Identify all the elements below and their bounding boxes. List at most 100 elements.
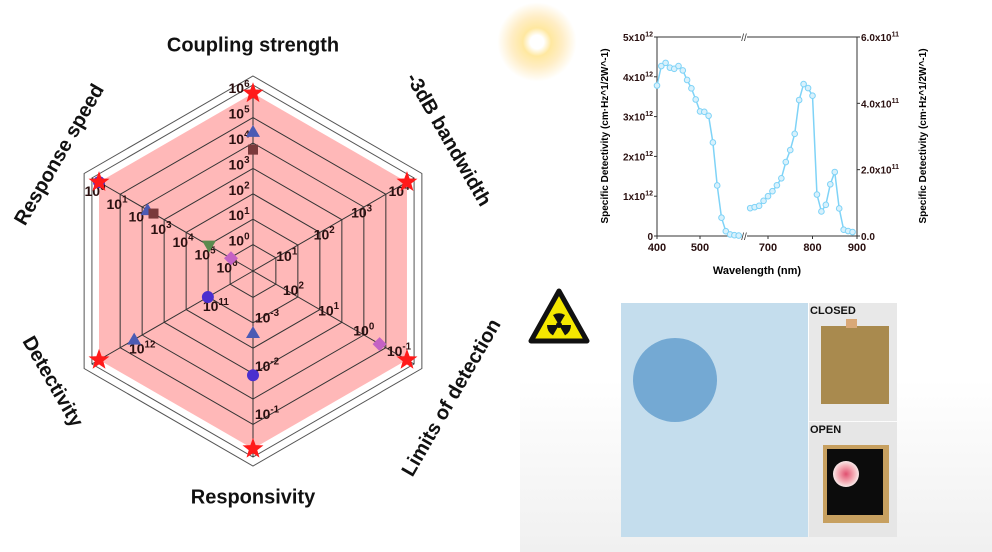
radar-axis-title: Coupling strength <box>166 34 340 57</box>
x-tick-label: 400 <box>648 242 666 254</box>
spectrum-point <box>653 82 661 89</box>
spectrum-point <box>692 96 700 103</box>
radar-tick-label: 104 <box>388 182 410 199</box>
spectrum-point <box>760 197 767 205</box>
radar-tick-label: 103 <box>228 155 250 172</box>
radar-point-star <box>396 348 418 369</box>
radar-point-star <box>242 437 264 458</box>
axis-break-mark: // <box>741 232 747 243</box>
spectrum-point <box>688 85 695 92</box>
x-tick-label: 800 <box>803 242 821 254</box>
spectrum-point <box>662 59 669 67</box>
radar-point-diamond <box>372 337 387 352</box>
radar-point-star <box>396 171 418 191</box>
spectrum-point <box>831 168 839 176</box>
spectrum-point <box>778 174 785 182</box>
spectrum-point <box>791 130 799 138</box>
radar-tick-label: 101 <box>318 301 340 318</box>
spectrum-line-left <box>656 61 739 237</box>
spectrum-point <box>773 181 781 189</box>
spectrum-point <box>722 227 730 235</box>
radar-tick-label: 104 <box>172 233 194 250</box>
y-left-tick-label: 0 <box>647 232 653 243</box>
radar-outer-frame <box>83 75 423 467</box>
film-image <box>621 303 808 537</box>
radar-tick-label: 106 <box>228 79 250 96</box>
spectrum-point <box>849 228 856 236</box>
radar-point-square <box>248 144 258 155</box>
radar-tick-label: 102 <box>314 225 336 242</box>
box-tape <box>846 319 857 328</box>
spectrum-point <box>658 62 665 70</box>
spectrum-point <box>782 158 790 166</box>
closed-box <box>821 326 889 404</box>
radar-tick-label: 100 <box>228 231 250 248</box>
radar-tick-label: 10-1 <box>255 405 280 422</box>
radar-point-triangle <box>246 124 260 137</box>
y-left-axis-label: Specific Detectivity (cm·Hz^1/2W^-1) <box>600 48 611 223</box>
radar-tick-label: 105 <box>228 104 250 121</box>
y-right-tick-label: 4.0x1011 <box>861 98 899 111</box>
exposed-spot <box>633 338 717 422</box>
y-right-tick-label: 2.0x1011 <box>861 164 899 177</box>
x-tick-label: 700 <box>759 242 777 254</box>
spectrum-point <box>822 201 830 209</box>
radar-tick-label: 103 <box>150 220 172 237</box>
radar-tick-label: 10-1 <box>387 342 412 359</box>
spectrum-point <box>795 96 803 104</box>
y-left-tick-label: 2x1012 <box>623 151 653 164</box>
radar-spoke <box>91 270 254 365</box>
spectrum-point <box>679 67 687 74</box>
radar-tick-label: 102 <box>283 281 305 298</box>
axis-break-mark: // <box>741 33 747 44</box>
y-left-tick-label: 1x1012 <box>623 191 653 204</box>
dark-interior <box>827 449 883 515</box>
axis-break-gap <box>741 33 747 41</box>
spectrum-point <box>809 92 816 100</box>
spectrum-chart: // // 400 500 700 800 900 0 1x1012 2x1012 3x1012 4x… <box>600 32 929 278</box>
spectrum-point <box>813 191 821 198</box>
radar-tick-label: 103 <box>351 203 373 220</box>
radar-spoke <box>91 177 254 272</box>
radar-tick-label: 10-2 <box>255 356 280 373</box>
spectrum-point <box>675 62 682 70</box>
radar-tick-label: 101 <box>228 206 250 223</box>
radar-tick-label: 101 <box>276 247 298 264</box>
y-left-tick-label: 4x1012 <box>623 71 653 84</box>
spectrum-point <box>705 112 712 120</box>
radar-axis-title: Responsivity <box>190 486 316 509</box>
spectrum-point <box>718 214 725 221</box>
x-axis-label: Wavelength (nm) <box>713 265 802 277</box>
radar-point-circle <box>201 291 214 304</box>
open-box <box>823 445 889 523</box>
radar-point-star <box>88 171 110 191</box>
spectrum-point <box>769 187 776 195</box>
spectrum-point <box>709 139 717 146</box>
open-photo: OPEN <box>809 422 897 537</box>
open-label: OPEN <box>810 424 842 436</box>
radar-tick-label: 101 <box>107 195 129 212</box>
sun-glow-icon <box>497 2 577 82</box>
y-right-tick-label: 6.0x1011 <box>861 32 899 45</box>
radar-point-star <box>242 82 264 103</box>
radar-chart: 1001011021031041051061011021031041021011… <box>83 75 423 467</box>
radar-point-diamond <box>224 251 239 266</box>
y-left-tick-label: 3x1012 <box>623 111 653 124</box>
radar-point-triangle <box>127 332 142 345</box>
radar-tick-label: 10-3 <box>255 308 280 325</box>
radar-spoke <box>252 270 415 365</box>
glowing-sample <box>833 461 859 487</box>
spectrum-point <box>701 108 708 116</box>
spectrum-point <box>786 146 794 154</box>
radar-spoke <box>252 177 415 272</box>
radar-point-star <box>88 348 110 369</box>
y-right-tick-label: 0.0 <box>861 232 875 243</box>
radar-point-square <box>148 208 159 219</box>
spectrum-point <box>735 232 743 239</box>
spectrum-point <box>683 76 691 84</box>
spectrum-point <box>713 182 721 189</box>
spectrum-point <box>800 80 807 88</box>
radar-tick-label: 105 <box>194 245 216 262</box>
y-right-axis-label: Specific Detectivity (cm·Hz^1/2W^-1) <box>918 48 929 223</box>
closed-label: CLOSED <box>810 305 856 317</box>
